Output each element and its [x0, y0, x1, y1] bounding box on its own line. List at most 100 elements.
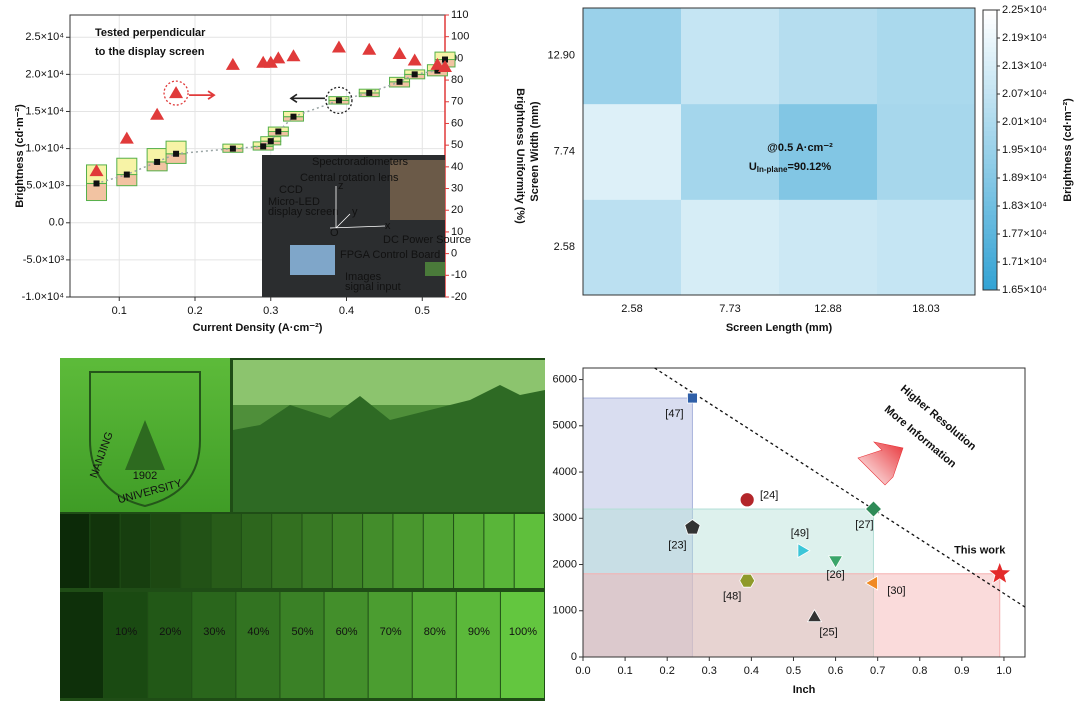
y-tick-label: 4000 [553, 466, 577, 478]
colorbar-tick-label: 1.83×10⁴ [1002, 200, 1047, 212]
box-median [411, 71, 418, 78]
colorbar-step [983, 108, 997, 114]
level-label: 50% [291, 626, 313, 638]
annotation-part: U [749, 161, 757, 173]
gray-level-block [302, 514, 332, 588]
point-label: [48] [723, 591, 741, 603]
gray-level-block [60, 592, 104, 698]
y2-tick-label: 70 [451, 96, 463, 108]
y-tick-label: 2.5×10⁴ [25, 31, 64, 43]
y2-tick-label: 60 [451, 117, 463, 129]
gray-level-block [120, 514, 150, 588]
plot-area [583, 368, 1025, 657]
gray-level-block [272, 514, 302, 588]
box-median [434, 67, 441, 74]
y2-axis-label: Brightness Uniformity (%) [514, 88, 526, 224]
annotation-part: In-plane [757, 165, 788, 174]
colorbar-step [983, 182, 997, 188]
gray-level-block [324, 592, 368, 698]
heat-cell [779, 8, 878, 105]
inset-label: Central rotation lens [300, 172, 399, 184]
level-label: 20% [159, 626, 181, 638]
uniformity-marker [430, 57, 445, 70]
point [864, 500, 883, 518]
y-axis-label: Brightness (cd·m⁻²) [14, 104, 26, 208]
annotation-part: =90.12% [787, 161, 831, 173]
uniformity-marker [169, 86, 184, 99]
colorbar-step [983, 122, 997, 128]
x-tick-label: 7.73 [719, 303, 740, 315]
colorbar-step [983, 84, 997, 90]
box-median [335, 97, 342, 104]
gray-level-block [241, 514, 272, 588]
heat-cell [681, 103, 780, 200]
inset-label: Images [345, 271, 382, 283]
uniformity-marker [225, 57, 240, 70]
colorbar-step [983, 19, 997, 25]
y-tick-label: 0.0 [49, 217, 64, 229]
colorbar-step [983, 70, 997, 76]
x-tick-label: 0.2 [187, 305, 202, 317]
colorbar-step [983, 234, 997, 240]
colorbar-step [983, 248, 997, 254]
callout-circle [163, 80, 189, 106]
colorbar-step [983, 173, 997, 179]
colorbar-step [983, 164, 997, 170]
colorbar-tick-label: 1.89×10⁴ [1002, 172, 1047, 184]
level-label: 30% [203, 626, 225, 638]
shield-outline [89, 371, 201, 508]
heat-cell [779, 103, 878, 200]
y-tick-label: 2.0×10⁴ [25, 68, 64, 80]
gray-level-block [363, 514, 393, 588]
heat-cell [877, 199, 976, 296]
heat-cell [583, 103, 682, 200]
y-tick-label: 5.0×10³ [26, 180, 64, 192]
y-tick-label: 2.58 [554, 241, 575, 253]
colorbar-step [983, 159, 997, 165]
point [797, 543, 811, 559]
uniformity-marker [438, 60, 452, 73]
box-median [275, 128, 282, 135]
fit-line [96, 59, 446, 185]
y2-tick-label: 0 [451, 248, 457, 260]
gray-level-block [150, 514, 181, 588]
colorbar-tick-label: 2.13×10⁴ [1002, 60, 1047, 72]
colorbar-step [983, 252, 997, 258]
gray-level-block [454, 514, 484, 588]
y2-tick-label: 10 [451, 226, 463, 238]
x-tick-label: 0.5 [415, 305, 430, 317]
colorbar-step [983, 10, 997, 16]
colorbar-step [983, 210, 997, 216]
colorbar-step [983, 220, 997, 226]
x-axis-label: Inch [793, 684, 816, 696]
colorbar-tick-label: 2.25×10⁴ [1002, 4, 1047, 16]
y2-tick-label: 30 [451, 182, 463, 194]
y-tick-label: 1000 [553, 605, 577, 617]
gray-level-block [423, 514, 454, 588]
heat-cell [681, 8, 780, 105]
colorbar-step [983, 52, 997, 58]
inset-label: CCD [279, 184, 303, 196]
point-label: [24] [760, 490, 778, 502]
point [684, 519, 701, 535]
box-median [267, 138, 274, 145]
gray-level-block [90, 514, 120, 588]
inset-photo: Spectroradiometers Central rotation lensC… [262, 155, 471, 297]
colorbar-tick-label: 2.07×10⁴ [1002, 88, 1047, 100]
colorbar-step [983, 262, 997, 268]
colorbar-step [983, 61, 997, 67]
gray-level-block [514, 514, 544, 588]
gray-level-block [211, 514, 241, 588]
point [687, 392, 698, 404]
point-label: [23] [668, 539, 686, 551]
point-label: [27] [855, 519, 873, 531]
uniformity-marker [331, 40, 346, 53]
inset-light [390, 160, 445, 220]
y2-tick-label: 110 [451, 9, 469, 21]
gray-level-block [500, 592, 544, 698]
colorbar-step [983, 145, 997, 151]
uniformity-marker [407, 53, 422, 66]
point-label: This work [954, 545, 1006, 557]
x-tick-label: 0.8 [912, 665, 927, 677]
